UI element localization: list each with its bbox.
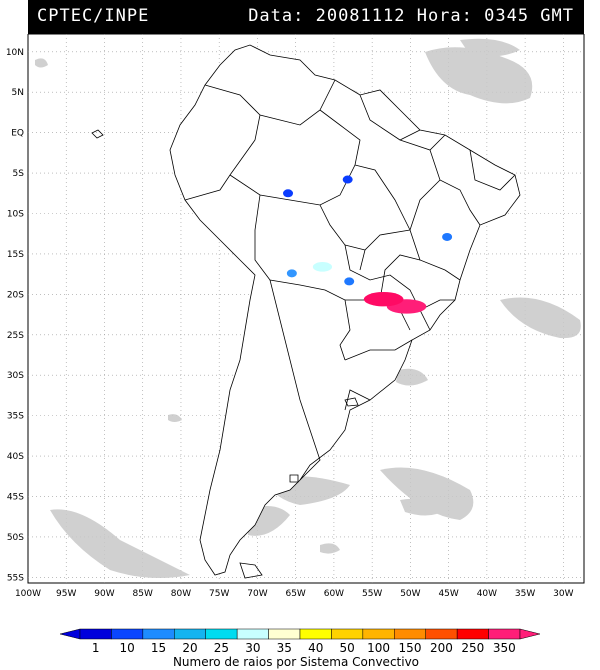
- lon-tick-label: 30W: [553, 589, 573, 599]
- header-bar: CPTEC/INPE Data: 20081112 Hora: 0345 GMT: [28, 0, 584, 34]
- colorbar-labels: 1 10 15 20 25 30 35 40 50 100 150 200 250 350: [92, 641, 516, 655]
- lat-tick-label: 35S: [7, 412, 24, 422]
- colorbar-swatch: [362, 628, 395, 640]
- lon-tick-label: 55W: [362, 589, 382, 599]
- colorbar: [59, 628, 541, 640]
- lat-tick-label: EQ: [11, 129, 24, 139]
- lon-tick-label: 100W: [15, 589, 41, 599]
- colorbar-label: 50: [340, 641, 355, 655]
- colorbar-label: 30: [245, 641, 260, 655]
- south-america-outline: [91, 44, 521, 579]
- colorbar-swatch: [488, 628, 521, 640]
- lon-tick-label: 40W: [477, 589, 497, 599]
- lat-tick-label: 25S: [7, 331, 24, 341]
- lat-lon-grid: [28, 34, 584, 583]
- lon-tick-label: 50W: [400, 589, 420, 599]
- colorbar-swatch: [142, 628, 175, 640]
- lat-tick-label: 5N: [12, 88, 24, 98]
- colorbar-label: 25: [214, 641, 229, 655]
- lat-tick-label: 10S: [7, 209, 24, 219]
- storm-cell: [286, 269, 297, 278]
- colorbar-swatch: [394, 628, 426, 640]
- lat-tick-label: 20S: [7, 290, 24, 300]
- lon-tick-label: 90W: [94, 589, 114, 599]
- storm-cell: [342, 175, 353, 184]
- colorbar-label: 35: [277, 641, 292, 655]
- lon-tick-label: 80W: [171, 589, 191, 599]
- source-label: CPTEC/INPE: [37, 6, 150, 26]
- colorbar-swatch: [111, 628, 144, 640]
- colorbar-swatch: [205, 628, 238, 640]
- colorbar-label: 40: [308, 641, 323, 655]
- colorbar-swatch: [174, 628, 206, 640]
- colorbar-title: Numero de raios por Sistema Convectivo: [173, 655, 419, 669]
- colorbar-label: 350: [493, 641, 516, 655]
- lon-tick-label: 70W: [247, 589, 267, 599]
- colorbar-label: 20: [182, 641, 197, 655]
- colorbar-swatch: [236, 628, 269, 640]
- lon-tick-label: 45W: [438, 589, 458, 599]
- colorbar-swatch: [425, 628, 458, 640]
- storm-cell: [363, 292, 404, 307]
- lat-tick-label: 5S: [13, 169, 25, 179]
- colorbar-swatch: [331, 628, 364, 640]
- colorbar-swatch: [299, 628, 332, 640]
- colorbar-label: 1: [92, 641, 100, 655]
- colorbar-label: 150: [399, 641, 422, 655]
- lightning-map: 10N5NEQ5S10S15S20S25S30S35S40S45S50S55S …: [6, 34, 585, 669]
- lon-tick-label: 95W: [56, 589, 76, 599]
- lon-tick-label: 65W: [285, 589, 305, 599]
- lon-tick-label: 85W: [133, 589, 153, 599]
- colorbar-max-arrow: [519, 628, 541, 640]
- lat-tick-label: 30S: [7, 371, 24, 381]
- colorbar-label: 250: [461, 641, 484, 655]
- colorbar-swatch: [456, 628, 489, 640]
- storm-cell: [442, 232, 453, 241]
- colorbar-swatch: [268, 628, 301, 640]
- longitude-labels: 100W 95W 90W 85W 80W 75W 70W 65W 60W 55W 50W 45W 40W…: [15, 589, 574, 599]
- storm-cell: [312, 262, 333, 272]
- colorbar-label: 100: [367, 641, 390, 655]
- colorbar-label: 10: [120, 641, 135, 655]
- storm-cell: [344, 277, 355, 286]
- storm-cell: [283, 189, 294, 198]
- datetime-label: Data: 20081112 Hora: 0345 GMT: [248, 6, 574, 26]
- convective-systems: [283, 175, 453, 314]
- lat-tick-label: 15S: [7, 250, 24, 260]
- colorbar-label: 15: [151, 641, 166, 655]
- lat-tick-label: 10N: [6, 48, 24, 58]
- lat-tick-label: 55S: [7, 573, 24, 583]
- lat-tick-label: 40S: [7, 452, 24, 462]
- latitude-labels: 10N 5N EQ 5S 10S 15S 20S 25S 30S 35S 40S 45S 50S 55S: [6, 48, 24, 584]
- lat-tick-label: 50S: [7, 533, 24, 543]
- lon-tick-label: 35W: [515, 589, 535, 599]
- colorbar-swatch: [79, 628, 112, 640]
- lon-tick-label: 60W: [324, 589, 344, 599]
- colorbar-min-arrow: [59, 628, 81, 640]
- lat-tick-label: 45S: [7, 492, 24, 502]
- lon-tick-label: 75W: [209, 589, 229, 599]
- colorbar-label: 200: [430, 641, 453, 655]
